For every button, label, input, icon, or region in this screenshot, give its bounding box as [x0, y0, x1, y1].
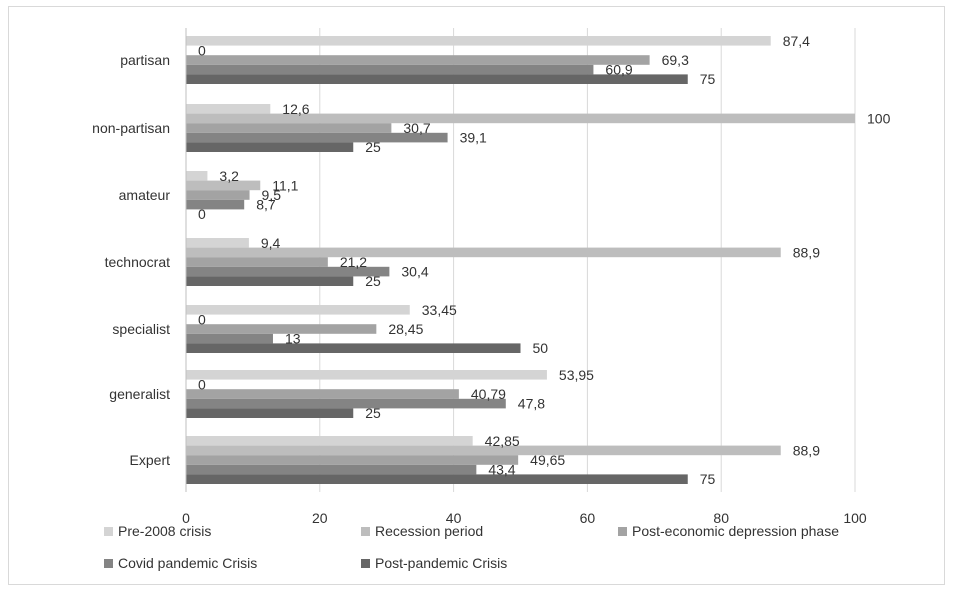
bar — [186, 445, 781, 456]
data-label: 9,5 — [262, 187, 282, 203]
data-label: 100 — [867, 110, 891, 126]
chart-frame — [8, 6, 945, 585]
x-tick-label: 60 — [580, 510, 596, 526]
bar — [186, 276, 354, 286]
legend-label: Post-pandemic Crisis — [375, 555, 507, 571]
legend-label: Covid pandemic Crisis — [118, 555, 257, 571]
category-label: non-partisan — [92, 120, 170, 136]
bar — [186, 113, 855, 124]
data-label: 30,4 — [401, 264, 428, 280]
data-label: 49,65 — [530, 452, 565, 468]
category-label: specialist — [112, 321, 170, 337]
data-label: 39,1 — [460, 130, 487, 146]
legend-swatch — [618, 527, 627, 536]
bars — [186, 36, 855, 484]
category-label: partisan — [120, 52, 170, 68]
legend-label: Pre-2008 crisis — [118, 523, 211, 539]
data-label: 21,2 — [340, 254, 367, 270]
bar — [186, 142, 354, 152]
bar — [186, 55, 650, 65]
data-label: 50 — [533, 340, 549, 356]
data-label: 75 — [700, 471, 716, 487]
bar — [186, 257, 328, 267]
data-label: 28,45 — [388, 321, 423, 337]
bar — [186, 408, 354, 418]
category-label: Expert — [130, 452, 171, 468]
bar — [186, 104, 271, 114]
bar — [186, 171, 208, 181]
data-label: 8,7 — [256, 197, 276, 213]
legend-swatch — [361, 559, 370, 568]
data-label: 13 — [285, 331, 301, 347]
bar — [186, 123, 392, 133]
x-tick-label: 80 — [713, 510, 729, 526]
data-labels: 87,4069,360,97512,610030,739,1253,211,19… — [198, 33, 891, 487]
bar — [186, 190, 250, 200]
data-label: 69,3 — [662, 52, 689, 68]
legend: Pre-2008 crisis Recession period Post-econ… — [104, 523, 839, 571]
data-label: 60,9 — [605, 62, 632, 78]
bar — [186, 333, 273, 344]
bar — [186, 324, 377, 334]
data-label: 0 — [198, 376, 206, 392]
data-label: 0 — [198, 311, 206, 327]
data-label: 30,7 — [403, 120, 430, 136]
bar — [186, 474, 688, 484]
bar — [186, 266, 390, 277]
bar — [186, 436, 473, 446]
legend-swatch — [361, 527, 370, 536]
x-tick-label: 100 — [843, 510, 867, 526]
data-label: 88,9 — [793, 244, 820, 260]
bar — [186, 180, 261, 191]
legend-swatch — [104, 527, 113, 536]
data-label: 25 — [365, 273, 381, 289]
data-label: 12,6 — [282, 101, 309, 117]
bar — [186, 455, 519, 465]
bar — [186, 74, 688, 84]
data-label: 9,4 — [261, 235, 281, 251]
bar — [186, 343, 521, 353]
bar — [186, 305, 410, 315]
bar — [186, 389, 459, 399]
data-label: 47,8 — [518, 396, 545, 412]
data-label: 88,9 — [793, 442, 820, 458]
legend-swatch — [104, 559, 113, 568]
legend-label: Post-economic depression phase — [632, 523, 839, 539]
data-label: 25 — [365, 405, 381, 421]
x-tick-label: 20 — [312, 510, 328, 526]
bar — [186, 64, 594, 75]
bar — [186, 36, 771, 46]
category-label: technocrat — [105, 254, 170, 270]
x-tick-label: 40 — [446, 510, 462, 526]
data-label: 0 — [198, 42, 206, 58]
category-label: generalist — [109, 386, 170, 402]
data-label: 11,1 — [272, 177, 298, 193]
data-label: 33,45 — [422, 302, 457, 318]
bar — [186, 398, 506, 409]
data-label: 25 — [365, 139, 381, 155]
bar — [186, 247, 781, 258]
bar — [186, 370, 547, 380]
data-label: 53,95 — [559, 367, 594, 383]
bar — [186, 199, 245, 210]
x-tick-label: 0 — [182, 510, 190, 526]
data-label: 43,4 — [488, 462, 515, 478]
data-label: 0 — [198, 206, 206, 222]
bar — [186, 238, 249, 248]
bar — [186, 464, 477, 475]
data-label: 3,2 — [219, 168, 239, 184]
legend-label: Recession period — [375, 523, 483, 539]
bar — [186, 132, 448, 143]
axis: 0 20 40 60 80 100 partisan non-partisan amateur t… — [92, 28, 867, 526]
data-label: 40,79 — [471, 386, 506, 402]
category-label: amateur — [119, 187, 171, 203]
data-label: 87,4 — [783, 33, 810, 49]
data-label: 75 — [700, 71, 716, 87]
data-label: 42,85 — [485, 433, 520, 449]
